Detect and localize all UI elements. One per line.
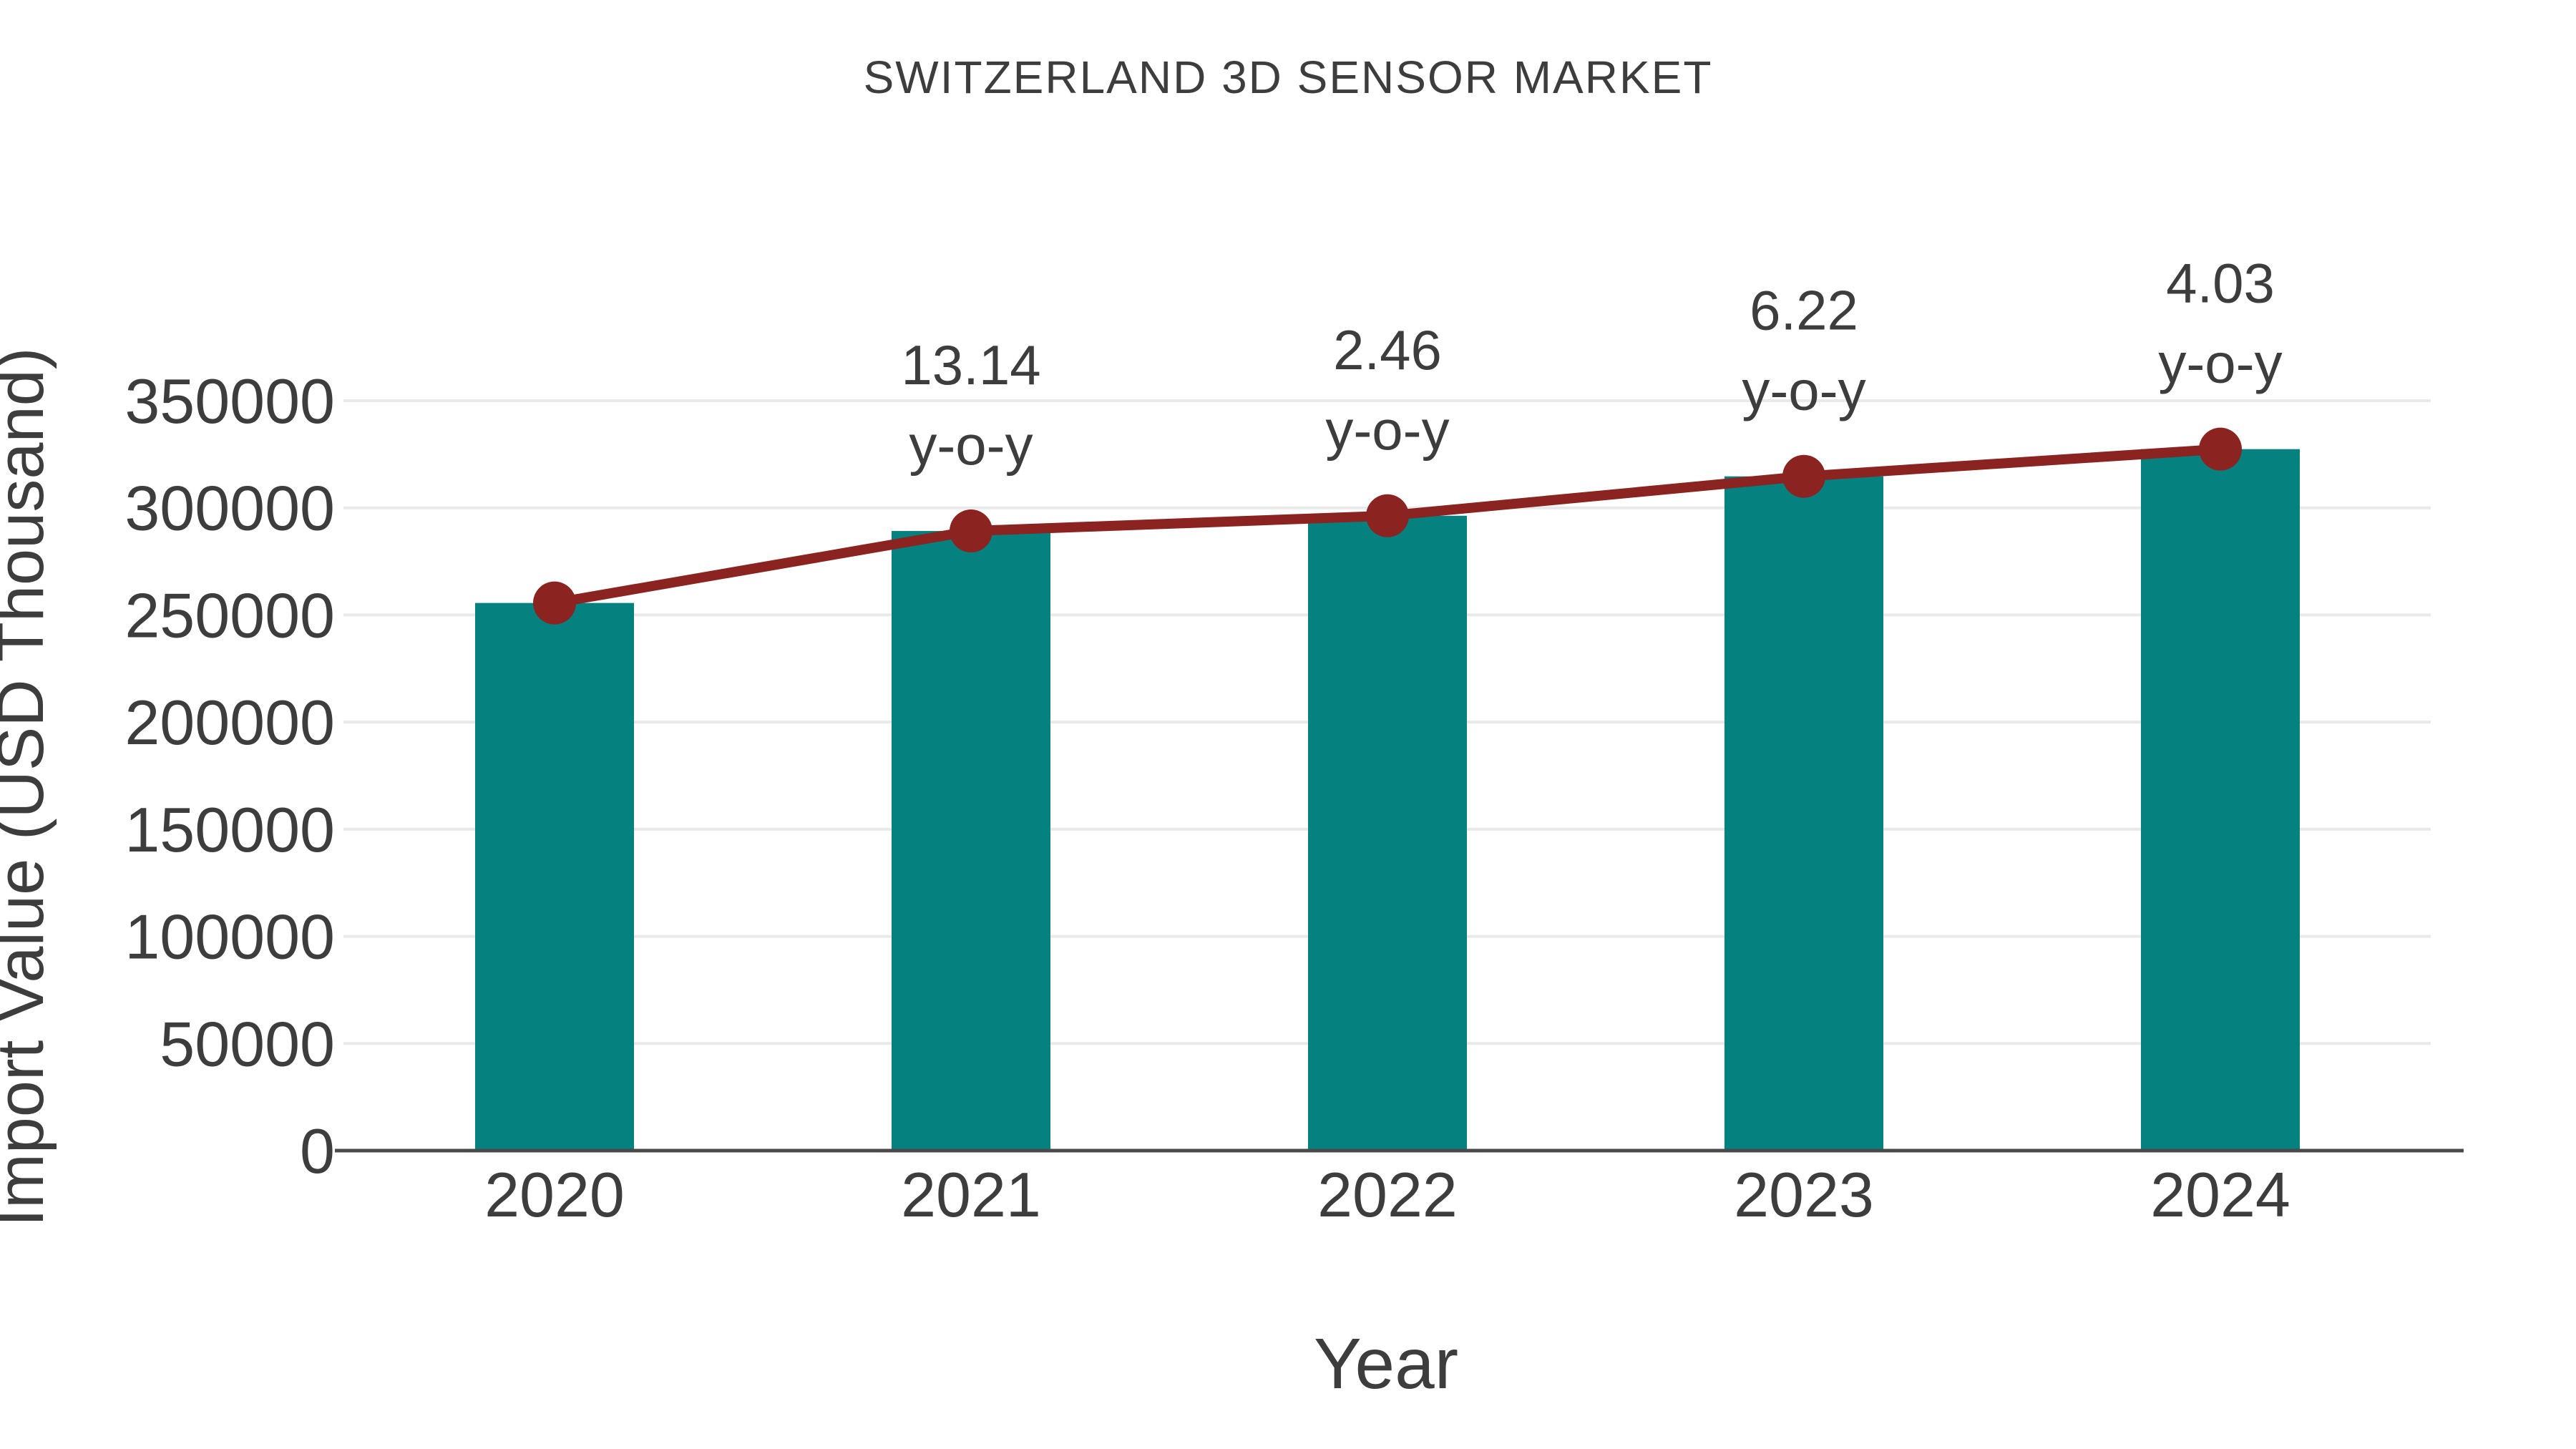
data-label-suffix: y-o-y <box>1742 359 1865 422</box>
line-marker <box>1366 494 1409 537</box>
data-label-suffix: y-o-y <box>2158 332 2282 395</box>
y-tick-label: 150000 <box>125 794 335 865</box>
x-tick-labels-group: 2020 2021 2022 2023 2024 <box>484 1159 2290 1230</box>
chart-title: SWITZERLAND 3D SENSOR MARKET <box>864 52 1713 103</box>
x-tick-label: 2021 <box>901 1159 1041 1230</box>
x-axis-title: Year <box>1314 1324 1458 1404</box>
data-label-value: 2.46 <box>1333 318 1442 381</box>
data-label-value: 4.03 <box>2166 252 2275 315</box>
line-marker <box>1782 454 1825 498</box>
bar <box>475 602 634 1151</box>
data-label-suffix: y-o-y <box>909 414 1033 477</box>
bar <box>1308 515 1467 1151</box>
x-tick-label: 2023 <box>1734 1159 1874 1230</box>
y-axis-title: Import Value (USD Thousand) <box>0 348 57 1227</box>
bar <box>2141 449 2300 1151</box>
bar <box>892 531 1050 1151</box>
y-tick-label: 0 <box>300 1116 335 1186</box>
line-marker <box>2199 427 2242 471</box>
data-label-value: 6.22 <box>1750 279 1858 342</box>
data-label-value: 13.14 <box>901 333 1040 396</box>
y-tick-label: 200000 <box>125 687 335 758</box>
y-tick-label: 250000 <box>125 580 335 650</box>
x-tick-label: 2020 <box>484 1159 625 1230</box>
y-tick-label: 350000 <box>125 366 335 436</box>
bar <box>1724 476 1883 1151</box>
x-tick-label: 2024 <box>2150 1159 2290 1230</box>
data-labels-group: 13.14 y-o-y 2.46 y-o-y 6.22 y-o-y 4.03 y-o-y <box>901 252 2282 477</box>
y-tick-labels-group: 0 50000 100000 150000 200000 250000 300000 3500… <box>125 366 335 1186</box>
bars-group <box>475 449 2300 1151</box>
line-marker <box>950 509 992 553</box>
data-label-suffix: y-o-y <box>1325 399 1449 462</box>
y-tick-label: 100000 <box>125 902 335 972</box>
y-tick-label: 50000 <box>160 1008 335 1079</box>
line-marker <box>533 581 576 625</box>
x-tick-label: 2022 <box>1317 1159 1458 1230</box>
y-tick-label: 300000 <box>125 473 335 544</box>
line-markers-group <box>533 427 2242 625</box>
